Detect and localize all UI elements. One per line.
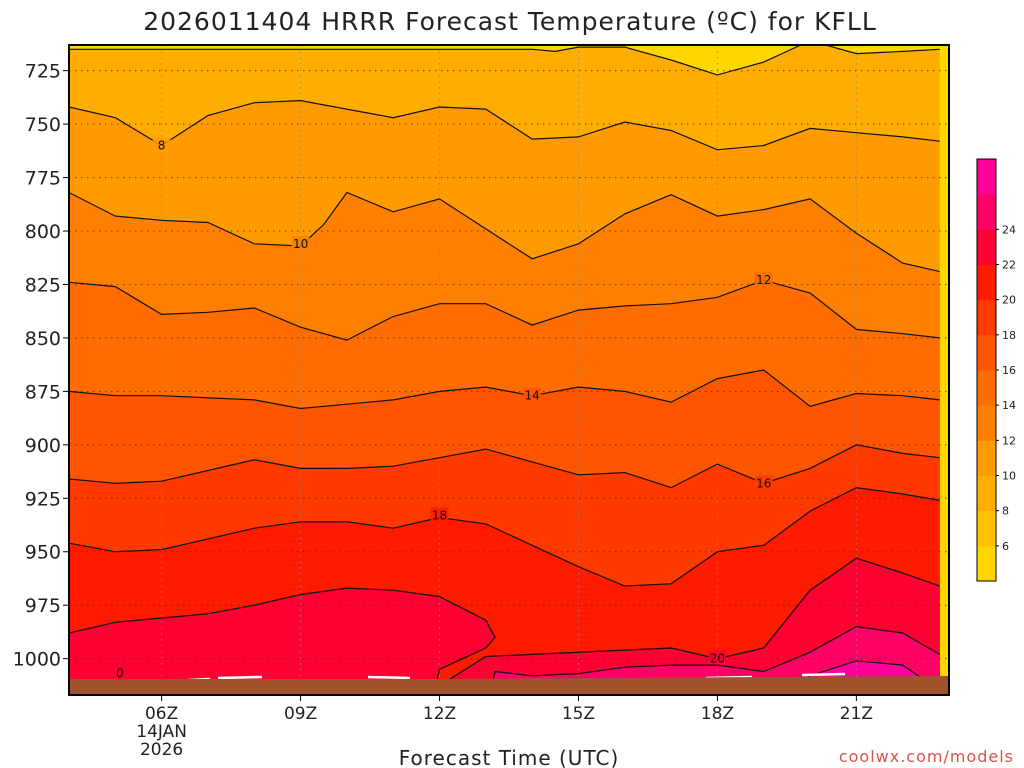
colorbar-label-10: 10 xyxy=(1002,470,1016,483)
colorbar-swatch-22 xyxy=(977,229,996,265)
small-contour-label: 0 xyxy=(115,665,125,680)
y-tick-label-775: 775 xyxy=(25,168,61,190)
colorbar-swatch-18 xyxy=(977,299,996,336)
contour-line-20 xyxy=(69,557,940,690)
contour-lines xyxy=(69,45,941,691)
contour-label-bg-12 xyxy=(754,272,773,287)
contour-line-8 xyxy=(69,99,940,151)
contour-line-10 xyxy=(69,191,940,273)
y-tick-label-875: 875 xyxy=(25,381,61,403)
colorbar-swatch-8 xyxy=(977,475,996,512)
y-tick-label-975: 975 xyxy=(25,595,61,617)
contour-label-12: 12 xyxy=(756,273,771,287)
contour-label-bg-10 xyxy=(291,235,310,250)
contour-labels: 8 10 12 14 16 18 20 xyxy=(152,137,773,666)
colorbar-swatch-26 xyxy=(977,159,996,195)
chart-title: 2026011404 HRRR Forecast Temperature (ºC… xyxy=(143,7,877,36)
contour-label-bg-14 xyxy=(523,387,542,402)
contour-label-bg-16 xyxy=(754,475,773,490)
contour-fills xyxy=(69,45,940,695)
contour-line-12 xyxy=(69,279,940,341)
contour-label-16: 16 xyxy=(756,476,771,490)
y-tick-label-750: 750 xyxy=(25,114,61,136)
y-tick-label-800: 800 xyxy=(25,221,61,243)
y-tick-label-725: 725 xyxy=(25,61,61,83)
colorbar-swatch-10 xyxy=(977,440,996,476)
plot-frame xyxy=(68,44,950,696)
contour-label-10: 10 xyxy=(293,237,308,251)
contour-line-18 xyxy=(69,486,940,587)
y-axis: 725 750 775 800 825 850 875 900 925 950 975 1000 xyxy=(13,61,69,671)
grid-lines xyxy=(69,45,949,695)
colorbar-swatch-20 xyxy=(977,264,996,301)
x-tick-label-15Z: 15Z xyxy=(562,704,595,724)
x-tick-label-21Z: 21Z xyxy=(840,704,873,724)
contour-label-18: 18 xyxy=(432,508,447,522)
y-tick-label-1000: 1000 xyxy=(13,649,61,671)
colorbar-label-6: 6 xyxy=(1002,540,1009,553)
colorbar-label-18: 18 xyxy=(1002,329,1016,342)
x-axis-label: Forecast Time (UTC) xyxy=(399,746,620,768)
colorbar-label-24: 24 xyxy=(1002,223,1016,236)
contour-line-22 xyxy=(489,625,941,691)
colorbar-swatch-6 xyxy=(977,510,996,547)
x-year-label: 2026 xyxy=(140,740,183,760)
colorbar-label-8: 8 xyxy=(1002,505,1009,518)
x-tick-label-12Z: 12Z xyxy=(423,704,456,724)
y-tick-label-925: 925 xyxy=(25,488,61,510)
contour-label-14: 14 xyxy=(525,389,540,403)
colorbar: 6 8 10 12 14 16 18 20 22 24 xyxy=(976,158,1016,582)
y-tick-label-850: 850 xyxy=(25,328,61,350)
colorbar-swatch-4 xyxy=(977,545,996,582)
contour-label-bg-18 xyxy=(430,507,449,522)
x-tick-label-09Z: 09Z xyxy=(284,704,317,724)
contour-label-bg-20 xyxy=(708,650,727,665)
x-date-label: 14JAN xyxy=(136,722,187,742)
contour-label-8: 8 xyxy=(158,138,166,152)
colorbar-swatch-24 xyxy=(977,194,996,230)
plot-area xyxy=(69,45,949,695)
contour-line-6 xyxy=(69,45,940,76)
y-tick-label-825: 825 xyxy=(25,274,61,296)
contour-label-20: 20 xyxy=(710,652,725,666)
colorbar-label-20: 20 xyxy=(1002,294,1016,307)
y-tick-label-900: 900 xyxy=(25,435,61,457)
x-tick-label-06Z: 06Z xyxy=(145,704,178,724)
contour-line-16 xyxy=(69,444,940,489)
colorbar-swatch-12 xyxy=(977,405,996,441)
ground-edge xyxy=(69,676,949,687)
contour-label-bg-8 xyxy=(152,137,171,152)
colorbar-swatch-14 xyxy=(977,370,996,406)
colorbar-label-16: 16 xyxy=(1002,364,1016,377)
x-tick-label-18Z: 18Z xyxy=(701,704,734,724)
colorbar-label-12: 12 xyxy=(1002,434,1016,447)
y-tick-label-950: 950 xyxy=(25,542,61,564)
colorbar-swatch-16 xyxy=(977,334,996,371)
colorbar-label-14: 14 xyxy=(1002,399,1016,412)
source-credit: coolwx.com/models xyxy=(839,747,1014,766)
colorbar-label-22: 22 xyxy=(1002,259,1016,272)
